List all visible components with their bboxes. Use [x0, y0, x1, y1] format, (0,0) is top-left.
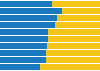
- Bar: [0, 57, 46, 63]
- Bar: [0, 22, 55, 28]
- Bar: [0, 8, 62, 14]
- Bar: [0, 15, 57, 21]
- Bar: [47, 43, 100, 49]
- Bar: [48, 36, 100, 42]
- Bar: [46, 50, 100, 56]
- Bar: [0, 64, 40, 70]
- Bar: [52, 1, 100, 7]
- Bar: [0, 50, 46, 56]
- Bar: [0, 1, 52, 7]
- Bar: [40, 64, 100, 70]
- Bar: [48, 29, 100, 35]
- Bar: [0, 29, 48, 35]
- Bar: [46, 57, 100, 63]
- Bar: [0, 36, 48, 42]
- Bar: [0, 43, 47, 49]
- Bar: [57, 15, 100, 21]
- Bar: [55, 22, 100, 28]
- Bar: [62, 8, 100, 14]
